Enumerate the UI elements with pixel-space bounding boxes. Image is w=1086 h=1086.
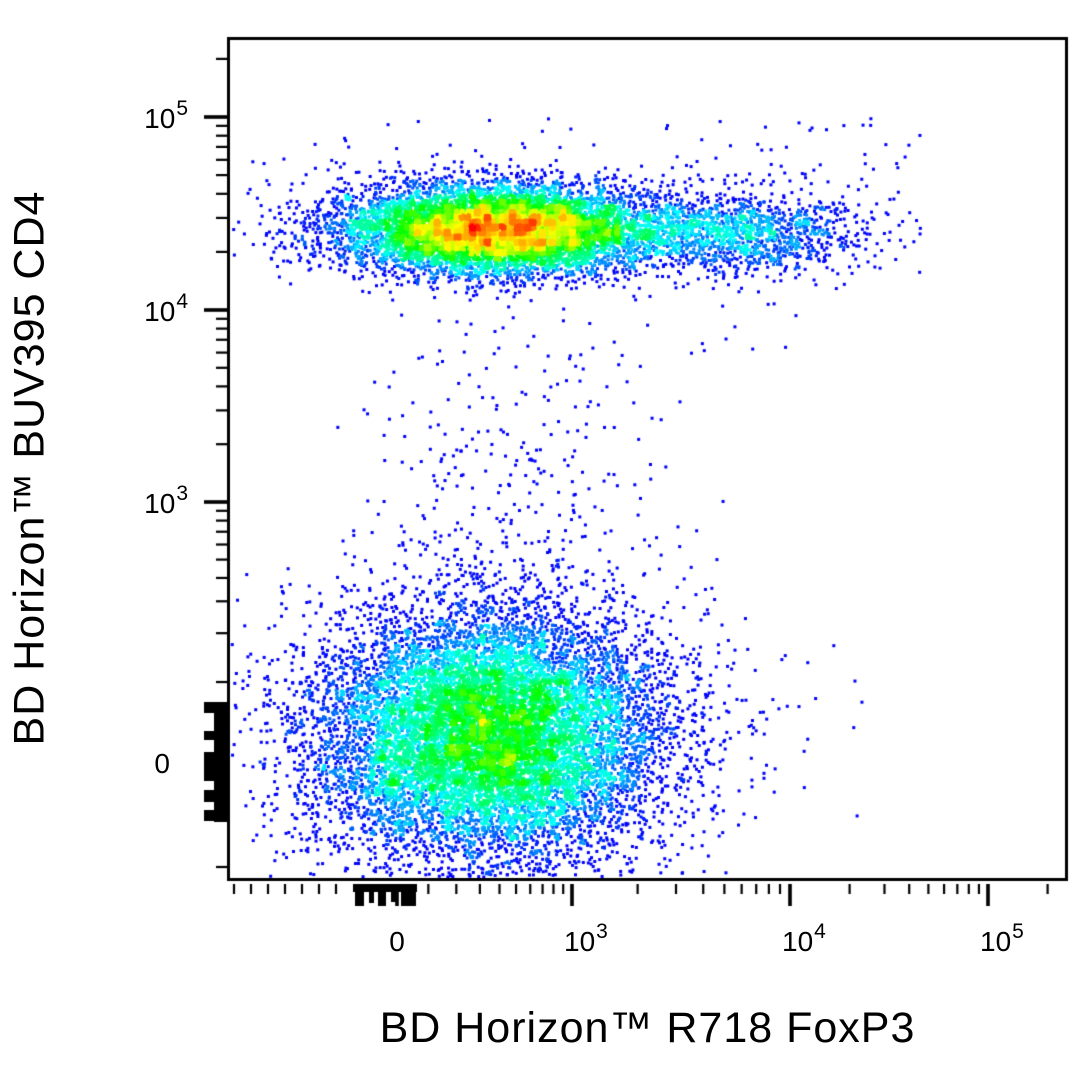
- x-tick-label-0: 0: [357, 928, 437, 956]
- tick-label-base: 10: [144, 296, 176, 327]
- tick-label-base: 0: [154, 748, 170, 779]
- tick-label-base: 0: [389, 926, 405, 957]
- tick-label-exponent: 3: [596, 920, 608, 943]
- x-tick-label-10-3: 103: [564, 920, 608, 957]
- tick-label-exponent: 5: [1012, 920, 1024, 943]
- y-axis-title: BD Horizon™ BUV395 CD4: [5, 190, 54, 746]
- tick-label-exponent: 5: [176, 97, 188, 120]
- y-tick-label-10-3: 103: [88, 482, 188, 519]
- x-tick-label-10-5: 105: [980, 920, 1024, 957]
- tick-label-exponent: 3: [176, 482, 188, 505]
- tick-label-base: 10: [564, 926, 596, 957]
- tick-label-base: 10: [980, 926, 1012, 957]
- tick-label-exponent: 4: [814, 920, 826, 943]
- tick-label-base: 10: [144, 488, 176, 519]
- y-tick-label-10-5: 105: [88, 97, 188, 134]
- y-tick-label-0: 0: [88, 750, 170, 778]
- y-tick-label-10-4: 104: [88, 290, 188, 327]
- x-tick-label-10-4: 104: [782, 920, 826, 957]
- tick-label-base: 10: [782, 926, 814, 957]
- x-axis-title: BD Horizon™ R718 FoxP3: [379, 1004, 916, 1052]
- tick-label-base: 10: [144, 103, 176, 134]
- tick-label-exponent: 4: [176, 290, 188, 313]
